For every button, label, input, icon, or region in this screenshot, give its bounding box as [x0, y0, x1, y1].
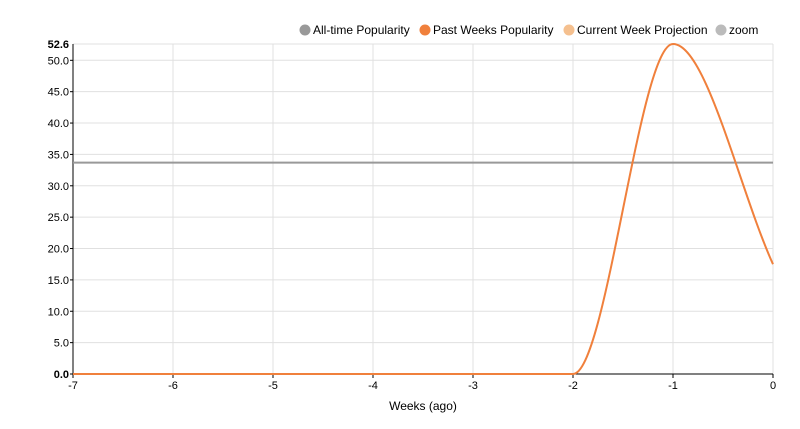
y-tick-label-max: 52.6 — [48, 39, 69, 51]
axes — [70, 44, 774, 378]
x-tick-label: -2 — [568, 380, 578, 392]
y-tick-label: 40.0 — [48, 118, 69, 130]
x-tick-label: -1 — [668, 380, 678, 392]
series-lines — [72, 42, 774, 376]
x-tick-label: -5 — [268, 380, 278, 392]
y-tick-label: 30.0 — [48, 181, 69, 193]
x-tick-label: -3 — [468, 380, 478, 392]
legend-swatch — [419, 24, 431, 36]
x-tick-labels: -7 -6 -5 -4 -3 -2 -1 0 — [68, 380, 776, 392]
x-axis-title: Weeks (ago) — [389, 399, 457, 413]
legend-label: zoom — [729, 23, 758, 37]
series-line-1 — [72, 42, 774, 376]
y-tick-label: 35.0 — [48, 149, 69, 161]
legend-label: Past Weeks Popularity — [433, 23, 554, 37]
x-gridlines — [72, 44, 774, 374]
y-tick-label: 0.0 — [54, 369, 69, 381]
y-tick-label: 50.0 — [48, 55, 69, 67]
legend-item-0[interactable]: All-time Popularity — [299, 23, 410, 37]
legend-label: Current Week Projection — [577, 23, 708, 37]
legend-swatch — [563, 24, 575, 36]
y-tick-labels: 0.0 5.0 10.0 15.0 20.0 25.0 30.0 35.0 40.0 45.0 50… — [48, 39, 69, 381]
legend-swatch — [715, 24, 727, 36]
y-tick-label: 5.0 — [54, 338, 69, 350]
legend-swatch — [299, 24, 311, 36]
y-tick-label: 15.0 — [48, 275, 69, 287]
x-tick-label: 0 — [770, 380, 776, 392]
x-tick-label: -7 — [68, 380, 78, 392]
legend-item-1[interactable]: Past Weeks Popularity — [419, 23, 554, 37]
legend[interactable]: All-time Popularity Past Weeks Popularity… — [299, 23, 759, 37]
y-tick-label: 10.0 — [48, 306, 69, 318]
y-tick-label: 25.0 — [48, 212, 69, 224]
y-tick-label: 45.0 — [48, 87, 69, 99]
legend-item-3[interactable]: zoom — [715, 23, 759, 37]
x-tick-label: -4 — [368, 380, 378, 392]
x-tick-label: -6 — [168, 380, 178, 392]
y-tick-label: 20.0 — [48, 244, 69, 256]
legend-label: All-time Popularity — [313, 23, 410, 37]
legend-item-2[interactable]: Current Week Projection — [563, 23, 708, 37]
y-gridlines — [73, 43, 773, 375]
